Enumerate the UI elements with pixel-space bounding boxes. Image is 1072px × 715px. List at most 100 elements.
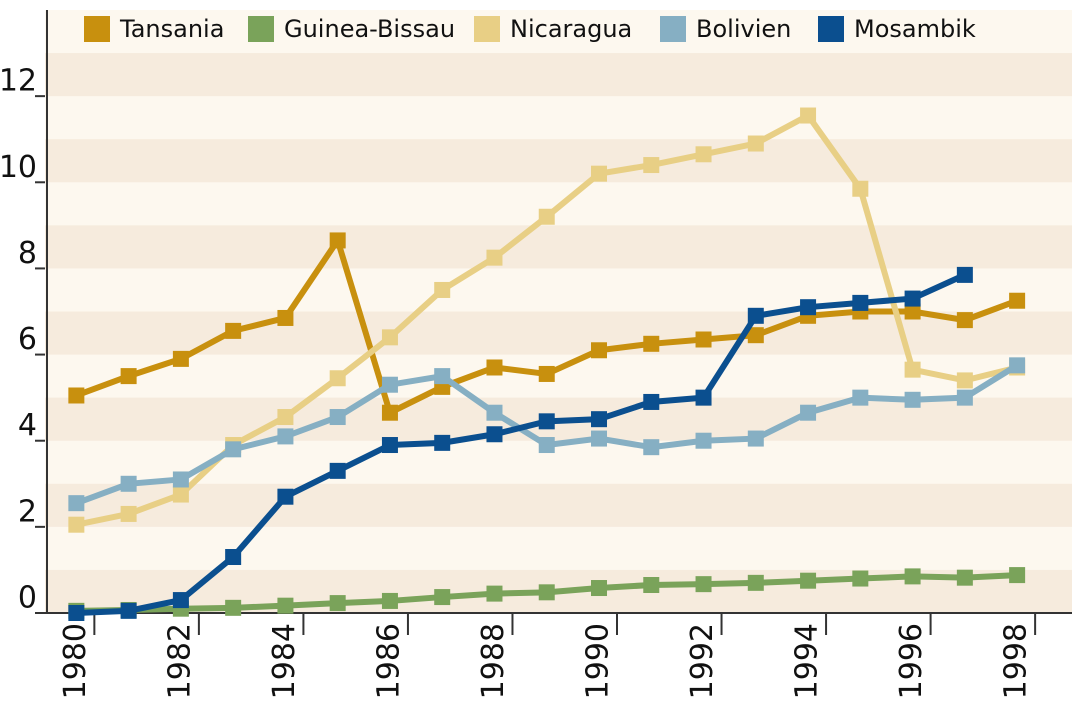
marker <box>904 391 921 408</box>
marker <box>956 266 973 283</box>
marker <box>381 404 398 421</box>
y-tick-label: 12 <box>0 64 37 99</box>
marker <box>225 322 242 339</box>
marker <box>747 307 764 324</box>
marker <box>747 574 764 591</box>
marker <box>172 486 189 503</box>
marker <box>329 232 346 249</box>
y-tick-label: 8 <box>18 236 37 271</box>
marker <box>538 365 555 382</box>
marker <box>591 165 608 182</box>
marker <box>695 576 712 593</box>
marker <box>434 589 451 606</box>
legend-label: Bolivien <box>696 15 791 43</box>
marker <box>852 389 869 406</box>
band <box>45 483 1072 527</box>
marker <box>956 372 973 389</box>
marker <box>329 462 346 479</box>
marker <box>486 426 503 443</box>
marker <box>904 568 921 585</box>
marker <box>747 430 764 447</box>
marker <box>120 368 137 385</box>
marker <box>591 342 608 359</box>
x-tick-label: 1984 <box>267 623 302 699</box>
marker <box>277 309 294 326</box>
marker <box>434 368 451 385</box>
band <box>45 53 1072 97</box>
marker <box>852 294 869 311</box>
marker <box>643 157 660 174</box>
marker <box>486 249 503 266</box>
marker <box>643 577 660 594</box>
x-tick-label: 1982 <box>162 623 197 699</box>
marker <box>120 602 137 619</box>
marker <box>956 389 973 406</box>
legend-swatch <box>474 16 500 42</box>
marker <box>277 488 294 505</box>
line <box>76 272 967 616</box>
legend-swatch <box>84 16 110 42</box>
marker <box>591 430 608 447</box>
marker <box>120 505 137 522</box>
marker <box>434 434 451 451</box>
band <box>45 225 1072 269</box>
legend-label: Mosambik <box>854 15 976 43</box>
marker <box>486 585 503 602</box>
x-tick-label: 1992 <box>685 623 720 699</box>
marker <box>277 597 294 614</box>
marker <box>486 359 503 376</box>
y-tick-label: 0 <box>18 581 37 616</box>
marker <box>904 290 921 307</box>
marker <box>329 595 346 612</box>
marker <box>956 312 973 329</box>
x-tick-label: 1988 <box>476 623 511 699</box>
marker <box>329 370 346 387</box>
legend-swatch <box>818 16 844 42</box>
y-tick-label: 10 <box>0 150 37 185</box>
legend-swatch <box>248 16 274 42</box>
marker <box>643 393 660 410</box>
marker <box>1009 292 1026 309</box>
marker <box>591 411 608 428</box>
marker <box>381 376 398 393</box>
marker <box>538 437 555 454</box>
marker <box>538 584 555 601</box>
marker <box>277 409 294 426</box>
marker <box>695 389 712 406</box>
marker <box>68 516 85 533</box>
marker <box>172 471 189 488</box>
marker <box>381 329 398 346</box>
marker <box>800 107 817 124</box>
marker <box>800 572 817 589</box>
marker <box>904 303 921 320</box>
marker <box>381 592 398 609</box>
marker <box>277 428 294 445</box>
marker <box>538 208 555 225</box>
marker <box>695 331 712 348</box>
marker <box>800 299 817 316</box>
marker <box>225 599 242 616</box>
marker <box>68 495 85 512</box>
marker <box>852 180 869 197</box>
marker <box>538 413 555 430</box>
marker <box>591 580 608 597</box>
marker <box>747 327 764 344</box>
marker <box>852 570 869 587</box>
marker <box>695 146 712 163</box>
marker <box>486 404 503 421</box>
marker <box>68 605 85 621</box>
marker <box>120 475 137 492</box>
marker <box>695 432 712 449</box>
legend-label: Nicaragua <box>510 15 632 43</box>
marker <box>68 387 85 404</box>
marker <box>381 437 398 454</box>
marker <box>956 569 973 586</box>
x-tick-label: 1986 <box>371 623 406 699</box>
marker <box>904 361 921 378</box>
y-tick-label: 4 <box>18 408 37 443</box>
x-tick-label: 1990 <box>581 623 616 699</box>
marker <box>172 592 189 609</box>
y-tick-label: 2 <box>18 494 37 529</box>
marker <box>1009 357 1026 374</box>
